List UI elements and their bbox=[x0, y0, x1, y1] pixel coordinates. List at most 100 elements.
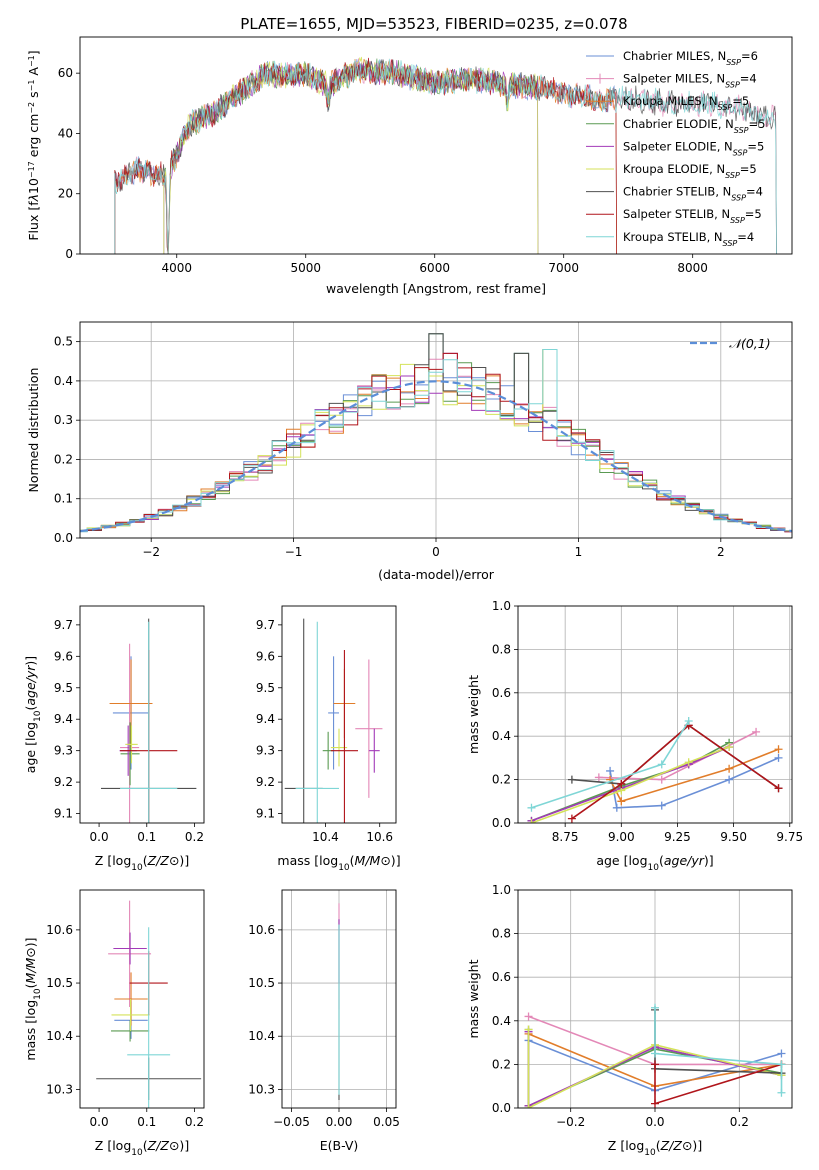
legend-label: Chabrier MILES, NSSP=6 bbox=[623, 49, 758, 67]
x-tick-label: −2 bbox=[142, 545, 160, 559]
legend-label: Chabrier ELODIE, NSSP=5 bbox=[623, 117, 765, 135]
weight-marker bbox=[524, 1012, 533, 1021]
y-tick-label: 0.8 bbox=[492, 927, 511, 941]
y-axis-label: age [log10(age/yr)] bbox=[23, 656, 43, 773]
y-tick-label: 10.5 bbox=[46, 976, 73, 990]
y-tick-label: 0.4 bbox=[54, 374, 73, 388]
plot-area bbox=[100, 618, 197, 823]
axes-frame bbox=[517, 889, 793, 1109]
x-tick-label: 10.6 bbox=[366, 830, 393, 844]
weight-marker bbox=[617, 779, 626, 788]
plot-area bbox=[284, 618, 383, 823]
y-tick-label: 20 bbox=[58, 187, 73, 201]
weight-vs-age-panel: 8.75 9.00 9.25 9.50 9.75 0.0 0.2 0.4 0.6 0.8 1.0 ag… bbox=[466, 599, 803, 873]
x-axis-label: E(B-V) bbox=[320, 1138, 359, 1153]
y-tick-label: 10.3 bbox=[248, 1082, 275, 1096]
weight-marker bbox=[684, 717, 693, 726]
y-axis-label: Normed distribution bbox=[26, 368, 41, 493]
x-tick-label: 1 bbox=[575, 545, 583, 559]
plot-area bbox=[96, 900, 202, 1108]
x-tick-label: 9.25 bbox=[664, 830, 691, 844]
x-axis-label: wavelength [Angstrom, rest frame] bbox=[326, 281, 546, 296]
weight-marker bbox=[725, 743, 734, 752]
age-vs-mass-panel: 10.4 10.6 9.1 9.2 9.3 9.4 9.5 9.6 9.7 mass [log10… bbox=[256, 605, 401, 873]
x-tick-label: −0.05 bbox=[273, 1115, 310, 1129]
x-tick-label: −1 bbox=[285, 545, 303, 559]
y-tick-label: 10.3 bbox=[46, 1082, 73, 1096]
x-tick-label: 8000 bbox=[677, 261, 708, 275]
legend-label: Salpeter STELIB, NSSP=5 bbox=[623, 207, 762, 225]
y-tick-label: 9.1 bbox=[54, 807, 73, 821]
y-tick-label: 10.4 bbox=[46, 1029, 73, 1043]
weight-marker bbox=[774, 784, 783, 793]
normal-curve bbox=[80, 380, 792, 533]
y-tick-label: 0.2 bbox=[54, 452, 73, 466]
x-tick-label: 5000 bbox=[290, 261, 321, 275]
plot-area bbox=[524, 1003, 786, 1108]
weight-line bbox=[531, 746, 730, 823]
y-tick-label: 0.3 bbox=[54, 413, 73, 427]
axes-frame bbox=[79, 889, 205, 1109]
y-tick-label: 9.6 bbox=[256, 649, 275, 663]
y-axis-label: mass weight bbox=[466, 959, 481, 1038]
weight-line bbox=[571, 724, 779, 789]
weight-marker bbox=[567, 775, 576, 784]
spectrum-line bbox=[114, 58, 777, 254]
y-tick-label: 9.5 bbox=[54, 681, 73, 695]
weight-marker bbox=[657, 760, 666, 769]
histogram-step bbox=[80, 352, 792, 533]
x-tick-label: 0.05 bbox=[373, 1115, 400, 1129]
y-tick-label: 9.4 bbox=[54, 712, 73, 726]
y-tick-label: 0.0 bbox=[492, 816, 511, 830]
x-tick-label: 0.1 bbox=[137, 1115, 156, 1129]
y-tick-label: 9.3 bbox=[256, 744, 275, 758]
y-tick-label: 9.1 bbox=[256, 807, 275, 821]
weight-marker bbox=[606, 766, 615, 775]
y-tick-label: 9.2 bbox=[256, 775, 275, 789]
x-tick-label: −0.2 bbox=[556, 1115, 585, 1129]
y-tick-label: 0.2 bbox=[492, 773, 511, 787]
weight-marker bbox=[527, 803, 536, 812]
weight-marker bbox=[777, 1060, 786, 1069]
x-tick-label: 0.1 bbox=[137, 830, 156, 844]
axes-frame bbox=[79, 605, 205, 824]
weight-marker bbox=[594, 773, 603, 782]
figure-title: PLATE=1655, MJD=53523, FIBERID=0235, z=0… bbox=[240, 15, 627, 33]
plot-area bbox=[527, 717, 783, 823]
y-tick-label: 1.0 bbox=[492, 883, 511, 897]
x-axis-label: age [log10(age/yr)] bbox=[596, 853, 713, 873]
mass-vs-ebv-panel: −0.05 0.00 0.05 10.3 10.4 10.5 10.6 E(B-V) bbox=[248, 889, 400, 1153]
y-tick-label: 9.7 bbox=[256, 618, 275, 632]
x-tick-label: 9.50 bbox=[720, 830, 747, 844]
y-tick-label: 0.1 bbox=[54, 492, 73, 506]
weight-marker bbox=[684, 758, 693, 767]
weight-marker bbox=[651, 1003, 659, 1012]
axes-frame bbox=[79, 36, 793, 255]
x-tick-label: 0 bbox=[432, 545, 440, 559]
x-axis-label: Z [log10(Z/Z⊙)] bbox=[95, 853, 189, 873]
weight-marker bbox=[527, 819, 536, 823]
y-tick-label: 9.2 bbox=[54, 775, 73, 789]
x-tick-label: 0.00 bbox=[326, 1115, 353, 1129]
legend-label: 𝒩(0,1) bbox=[729, 336, 771, 351]
y-tick-label: 9.7 bbox=[54, 618, 73, 632]
age-vs-Z-panel: 0.0 0.1 0.2 9.1 9.2 9.3 9.4 9.5 9.6 9.7 Z [log10(Z… bbox=[23, 605, 205, 873]
spectrum-line bbox=[114, 57, 777, 254]
x-tick-label: 0.0 bbox=[90, 830, 109, 844]
y-axis-label: mass [log10(M/M⊙)] bbox=[23, 937, 43, 1060]
y-tick-label: 10.6 bbox=[248, 923, 275, 937]
y-tick-label: 60 bbox=[58, 66, 73, 80]
y-tick-label: 9.6 bbox=[54, 649, 73, 663]
y-tick-label: 0 bbox=[65, 247, 73, 261]
x-tick-label: 2 bbox=[717, 545, 725, 559]
weight-marker bbox=[524, 1104, 533, 1108]
y-tick-label: 0.0 bbox=[54, 531, 73, 545]
spectrum-panel: 4000 5000 6000 7000 8000 0 20 40 60 wavelength [A… bbox=[26, 36, 793, 296]
weight-line bbox=[531, 741, 730, 822]
weight-vs-Z-panel: −0.2 0.0 0.2 0.0 0.2 0.4 0.6 0.8 1.0 Z [log10(Z/Z… bbox=[466, 883, 793, 1158]
y-tick-label: 9.5 bbox=[256, 681, 275, 695]
weight-marker bbox=[651, 1060, 659, 1069]
x-tick-label: 0.0 bbox=[90, 1115, 109, 1129]
weight-marker bbox=[617, 797, 626, 806]
